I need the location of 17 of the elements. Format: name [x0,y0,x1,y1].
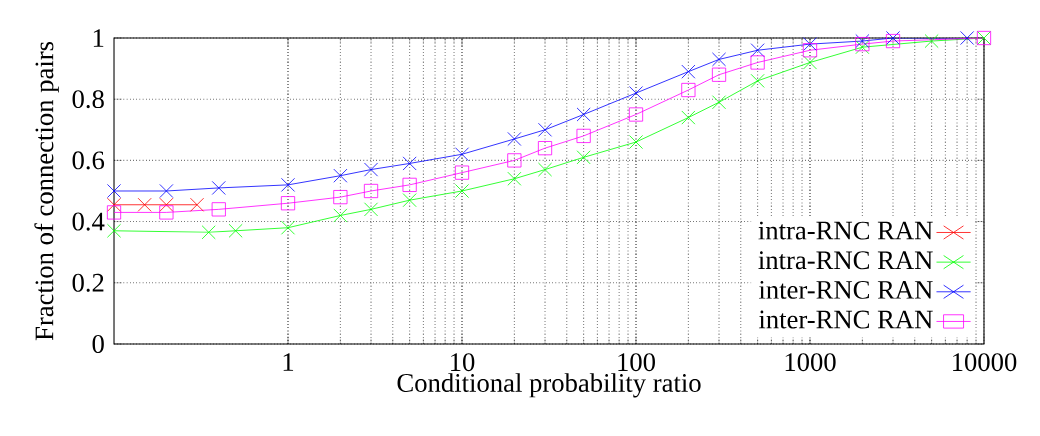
x-axis-title: Conditional probability ratio [397,373,701,398]
x-tick-label: 100 [618,353,655,372]
y-tick-label: 0 [92,334,104,353]
y-tick-label: 0.2 [72,273,104,292]
legend-label: inter-RNC RAN [758,280,933,299]
y-axis-title: Fraction of connection pairs [34,41,59,341]
legend-label: inter-RNC RAN [758,310,933,329]
y-tick-label: 0.6 [72,151,105,170]
x-tick-label: 10000 [953,353,1017,372]
x-tick-label: 1000 [785,353,836,372]
legend-label: intra-RNC RAN [758,221,933,240]
y-tick-label: 1 [93,29,104,47]
x-tick-label: 1 [283,353,294,371]
x-tick-label: 10 [451,353,475,372]
y-tick-label: 0.4 [72,212,105,231]
legend-label: intra-RNC RAN [758,251,933,270]
y-tick-label: 0.8 [72,90,104,109]
